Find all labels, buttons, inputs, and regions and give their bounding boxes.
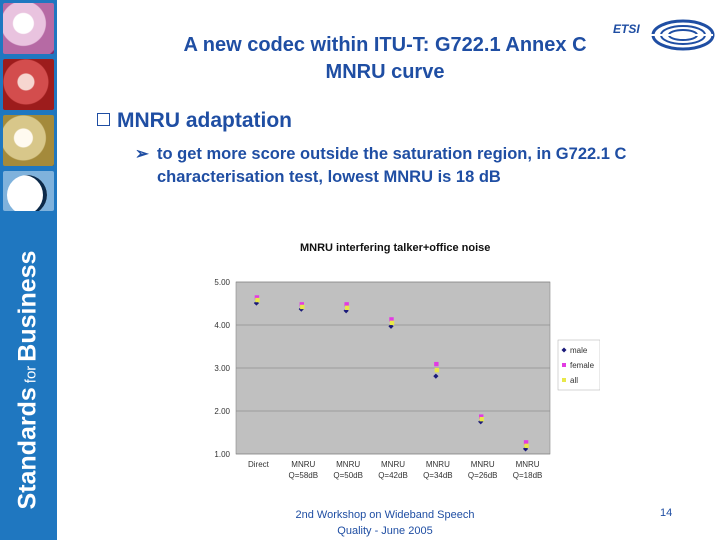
x-tick-label: MNRU: [381, 460, 405, 469]
tagline-for: for: [22, 365, 40, 384]
legend-label-female: female: [570, 361, 595, 370]
data-point-female: [344, 302, 349, 307]
checkbox-bullet-icon: [97, 113, 110, 126]
bullet-main: MNRU adaptation: [97, 109, 292, 133]
legend-label-male: male: [570, 346, 588, 355]
etsi-logo-text: ETSI: [613, 22, 640, 36]
sidebar-tagline: Standards for Business: [14, 251, 43, 510]
data-point-all: [300, 304, 305, 310]
y-tick-label: 4.00: [214, 321, 230, 330]
x-tick-label: MNRU: [336, 460, 360, 469]
globe-image-red: [3, 59, 54, 110]
y-tick-label: 5.00: [214, 278, 230, 287]
footer-line-2: Quality - June 2005: [337, 525, 433, 537]
data-point-female: [254, 295, 260, 300]
etsi-logo: ETSI: [613, 19, 715, 51]
data-point-all: [255, 297, 260, 303]
legend-label-all: all: [570, 376, 578, 385]
y-tick-label: 1.00: [214, 450, 230, 459]
footer-line-1: 2nd Workshop on Wideband Speech: [295, 509, 475, 521]
bullet-sub-text: to get more score outside the saturation…: [157, 145, 627, 186]
y-tick-label: 2.00: [214, 407, 230, 416]
data-point-female: [479, 414, 484, 419]
data-point-all: [434, 367, 440, 373]
slide-title: A new codec within ITU-T: G722.1 Annex C…: [130, 32, 640, 86]
legend-marker-male: [561, 347, 567, 353]
tagline-standards: Standards: [13, 387, 42, 510]
x-tick-label: MNRU: [471, 460, 495, 469]
page-number: 14: [660, 507, 673, 519]
x-tick-label: MNRU: [516, 460, 540, 469]
y-tick-label: 3.00: [214, 364, 230, 373]
footer: 2nd Workshop on Wideband Speech Quality …: [265, 507, 505, 539]
x-tick-label: Direct: [248, 460, 270, 469]
data-point-female: [299, 302, 304, 307]
title-line-1: A new codec within ITU-T: G722.1 Annex C: [183, 34, 587, 56]
globe-image-gold: [3, 115, 54, 166]
bullet-sub: ➢ to get more score outside the saturati…: [135, 143, 695, 189]
x-tick-label: Q=50dB: [333, 471, 363, 480]
tagline-business: Business: [13, 250, 42, 362]
data-point-male: [343, 308, 349, 314]
x-tick-label: Q=26dB: [468, 471, 498, 480]
data-point-all: [344, 305, 350, 310]
mnru-chart: 1.00 2.00 3.00 4.00 5.00 Direct MNRU Q=58dB MNRU…: [214, 278, 600, 480]
chart-title: MNRU interfering talker+office noise: [300, 242, 491, 254]
bullet-main-text: MNRU adaptation: [117, 109, 292, 132]
legend-marker-female: [562, 363, 566, 367]
x-tick-label: Q=42dB: [378, 471, 408, 480]
arrow-bullet-icon: ➢: [135, 145, 149, 163]
x-tick-label: Q=18dB: [513, 471, 543, 480]
x-tick-label: MNRU: [291, 460, 315, 469]
x-tick-label: MNRU: [426, 460, 450, 469]
data-point-all: [389, 320, 395, 326]
data-point-all: [479, 416, 484, 422]
data-point-female: [523, 440, 529, 445]
globe-image-purple: [3, 3, 54, 54]
x-tick-label: Q=58dB: [288, 471, 318, 480]
x-tick-label: Q=34dB: [423, 471, 453, 480]
data-point-all: [524, 443, 529, 449]
globe-image-blue: [3, 171, 54, 211]
data-point-female: [389, 317, 394, 322]
data-point-female: [434, 361, 439, 367]
title-line-2: MNRU curve: [325, 61, 445, 83]
legend-marker-all: [562, 378, 566, 382]
sidebar: Standards for Business: [0, 0, 57, 540]
